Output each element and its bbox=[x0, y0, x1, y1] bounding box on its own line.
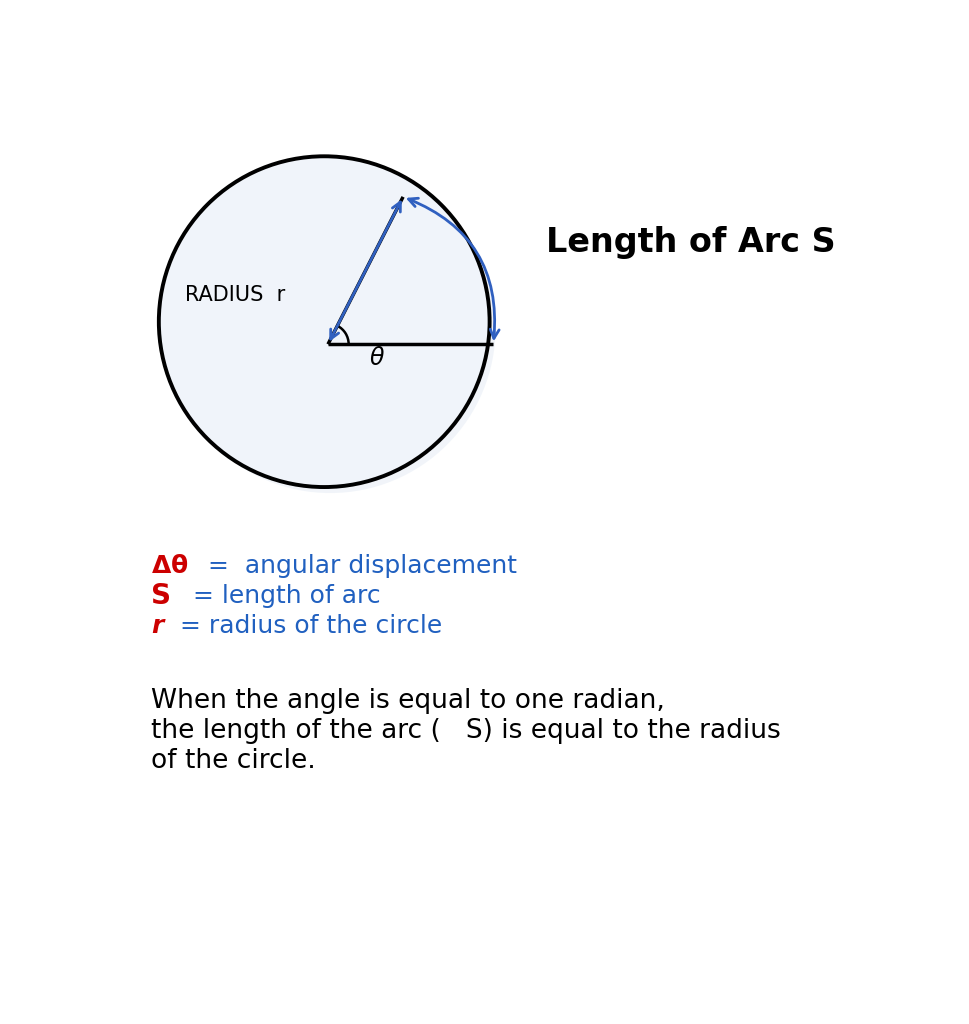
Text: the length of the arc (   S) is equal to the radius: the length of the arc ( S) is equal to t… bbox=[151, 719, 780, 744]
Text: Length of Arc S: Length of Arc S bbox=[546, 226, 834, 259]
Text: $\theta$: $\theta$ bbox=[369, 346, 385, 370]
Text: When the angle is equal to one radian,: When the angle is equal to one radian, bbox=[151, 688, 665, 715]
Text: r: r bbox=[151, 614, 164, 638]
FancyArrowPatch shape bbox=[408, 199, 499, 338]
Circle shape bbox=[165, 162, 495, 494]
Circle shape bbox=[159, 157, 489, 487]
Text: RADIUS  r: RADIUS r bbox=[185, 286, 285, 305]
Text: = radius of the circle: = radius of the circle bbox=[179, 614, 442, 638]
Text: of the circle.: of the circle. bbox=[151, 749, 316, 774]
Text: =  angular displacement: = angular displacement bbox=[207, 554, 516, 578]
Text: = length of arc: = length of arc bbox=[193, 584, 380, 608]
Text: S: S bbox=[151, 582, 172, 610]
FancyArrowPatch shape bbox=[330, 202, 400, 339]
Text: $\mathbf{\Delta\theta}$: $\mathbf{\Delta\theta}$ bbox=[151, 554, 189, 578]
